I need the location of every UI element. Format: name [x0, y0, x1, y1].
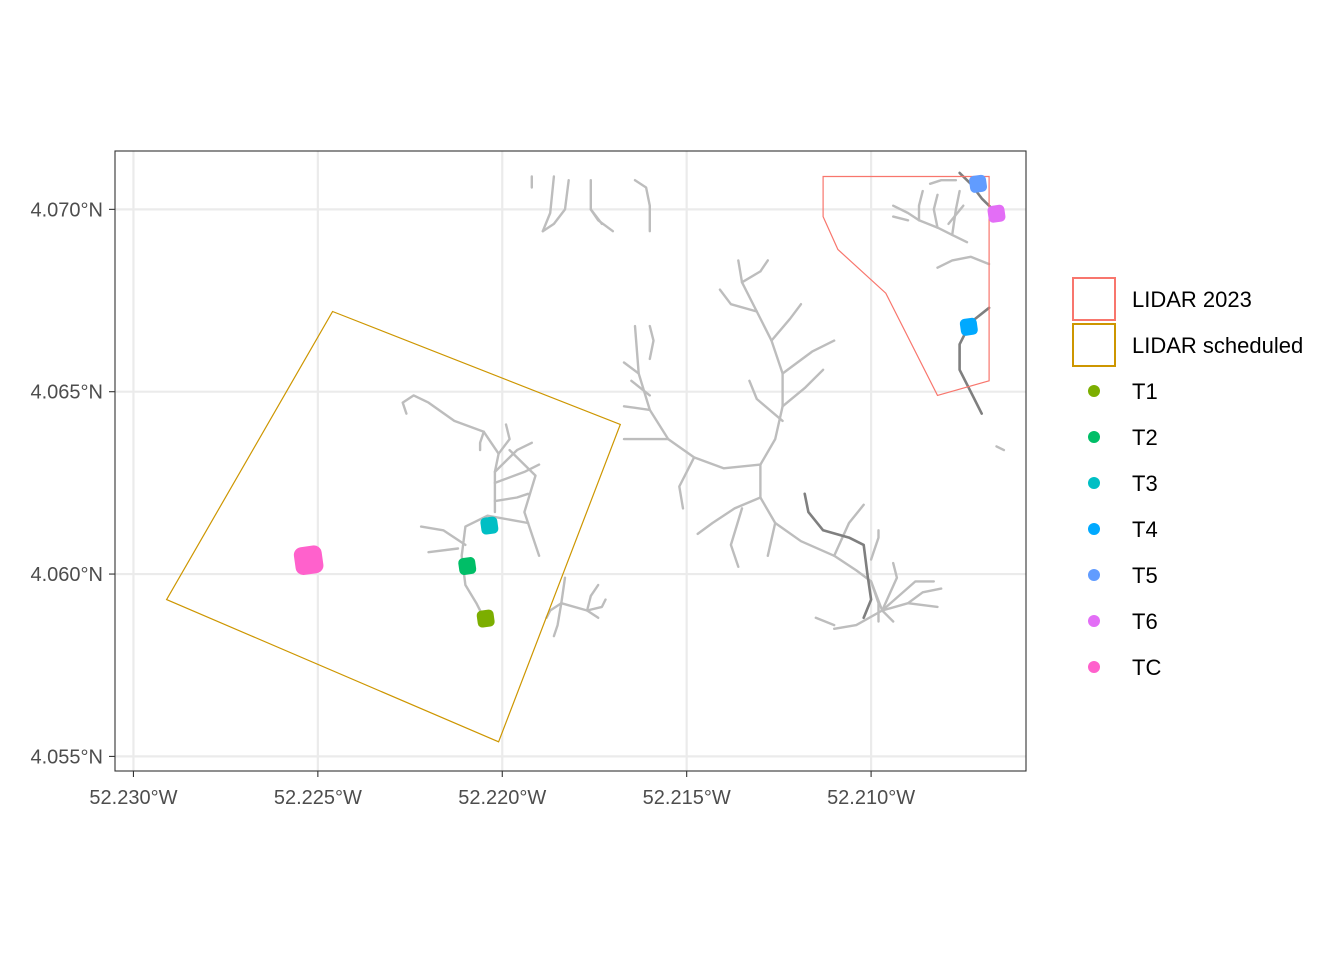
stream-segment — [497, 423, 511, 455]
stream-segment — [781, 339, 836, 375]
stream-segment — [678, 456, 696, 510]
stream-network-light — [401, 175, 1006, 638]
site-t1 — [476, 609, 495, 628]
legend-key-t3 — [1088, 477, 1100, 489]
stream-segment — [892, 204, 969, 244]
stream-segment — [541, 179, 570, 233]
legend-label-t2: T2 — [1132, 425, 1158, 450]
gridlines — [115, 151, 1026, 771]
stream-segment — [740, 259, 769, 284]
stream-segment — [770, 303, 803, 342]
panel-border — [114, 150, 1027, 772]
x-tick-label: 52.230°W — [89, 787, 177, 809]
map-panel — [114, 150, 1027, 772]
x-axis: 52.230°W 52.225°W 52.220°W 52.215°W 52.210°W — [89, 771, 915, 809]
stream-segment — [633, 179, 651, 233]
legend-key-t5 — [1088, 569, 1100, 581]
polygon-lidar-scheduled — [165, 310, 622, 743]
x-tick-label: 52.210°W — [827, 787, 915, 809]
stream-segment — [648, 324, 655, 361]
site-t4 — [959, 317, 978, 336]
x-tick-label: 52.225°W — [274, 787, 362, 809]
x-tick-label: 52.215°W — [643, 787, 731, 809]
stream-segment — [552, 576, 567, 638]
stream-segment — [995, 445, 1006, 452]
legend-key-t1 — [1088, 385, 1100, 397]
stream-segment — [947, 204, 965, 226]
site-t6 — [987, 204, 1006, 223]
x-tick-label: 52.220°W — [458, 787, 546, 809]
stream-segment — [478, 430, 485, 452]
stream-segment — [630, 379, 651, 397]
stream-segment — [622, 361, 640, 375]
stream-segment — [696, 496, 762, 536]
legend-key-t6 — [1088, 615, 1100, 627]
y-tick-label: 4.055°N — [31, 746, 104, 768]
stream-segment — [766, 521, 777, 557]
stream-segment — [869, 580, 880, 623]
site-tc — [293, 545, 324, 575]
stream-segment — [781, 368, 825, 408]
stream-segment — [881, 561, 899, 612]
stream-segment — [932, 193, 939, 229]
legend-label-t6: T6 — [1132, 609, 1158, 634]
y-tick-label: 4.065°N — [31, 382, 104, 404]
stream-segment — [928, 179, 958, 185]
legend: LIDAR 2023 LIDAR scheduled T1 T2 T3 T4 T5 T6 TC — [1072, 277, 1303, 680]
stream-segment — [508, 448, 541, 557]
stream-segment — [585, 598, 607, 612]
legend-label-lidar-scheduled: LIDAR scheduled — [1132, 333, 1303, 358]
legend-key-lidar-2023 — [1072, 277, 1116, 321]
legend-key-t4 — [1088, 523, 1100, 535]
legend-key-t2 — [1088, 431, 1100, 443]
stream-segment — [718, 288, 758, 313]
stream-segment — [493, 463, 541, 485]
y-tick-label: 4.070°N — [31, 199, 104, 221]
stream-segment — [460, 514, 530, 619]
legend-key-lidar-scheduled — [1072, 323, 1116, 367]
legend-label-lidar-2023: LIDAR 2023 — [1132, 287, 1252, 312]
stream-segment — [748, 379, 784, 423]
y-tick-label: 4.060°N — [31, 564, 104, 586]
stream-segment — [427, 547, 460, 554]
stream-segment — [814, 616, 836, 627]
stream-segment — [493, 492, 530, 503]
stream-segment — [493, 441, 533, 474]
stream-segment — [906, 587, 943, 605]
stream-segment — [541, 175, 556, 233]
site-t2 — [458, 557, 477, 576]
stream-segment — [951, 189, 961, 237]
y-axis: 4.055°N 4.060°N 4.065°N 4.070°N — [31, 199, 115, 768]
legend-label-t4: T4 — [1132, 517, 1158, 542]
site-points — [293, 174, 1006, 628]
stream-segment — [917, 189, 924, 222]
stream-segment — [737, 259, 784, 466]
stream-segment — [729, 507, 744, 568]
stream-segment — [833, 503, 865, 557]
site-t3 — [480, 516, 499, 535]
stream-segment — [881, 580, 935, 612]
legend-label-tc: TC — [1132, 655, 1161, 680]
stream-segment — [833, 609, 884, 630]
stream-segment-main — [803, 492, 873, 620]
stream-segment — [936, 255, 991, 269]
legend-label-t1: T1 — [1132, 379, 1158, 404]
legend-label-t3: T3 — [1132, 471, 1158, 496]
stream-segment — [869, 529, 880, 561]
site-t5 — [969, 174, 988, 193]
legend-label-t5: T5 — [1132, 563, 1158, 588]
stream-segment — [401, 394, 500, 514]
legend-key-tc — [1088, 661, 1100, 673]
stream-segment — [892, 215, 910, 222]
panel-background — [115, 151, 1026, 771]
stream-segment — [419, 525, 467, 547]
stream-segment — [622, 405, 651, 412]
stream-segment — [589, 208, 604, 226]
stream-segment — [585, 583, 600, 612]
